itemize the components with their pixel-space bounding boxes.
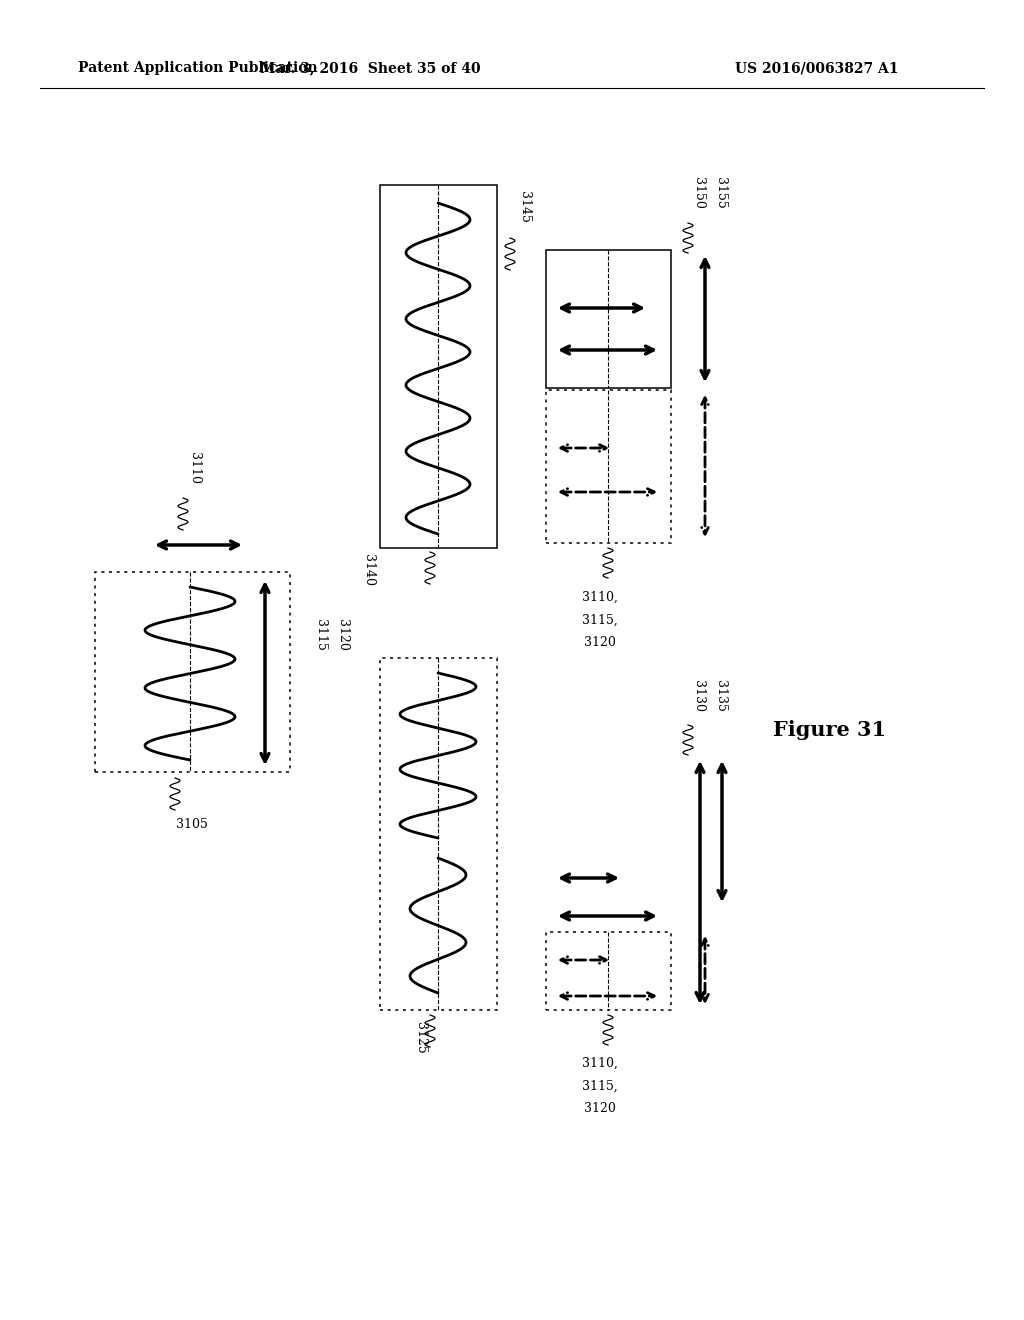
Text: 3155: 3155 [714,177,726,209]
Text: 3110,: 3110, [582,1056,617,1069]
Text: 3115: 3115 [313,619,327,651]
Bar [546,932,671,1010]
Text: 3110,: 3110, [582,590,617,603]
Text: 3140: 3140 [361,554,375,586]
Text: 3115,: 3115, [582,614,617,627]
Text: 3115,: 3115, [582,1080,617,1093]
Text: 3135: 3135 [714,680,726,711]
Bar [380,185,497,548]
Text: 3110: 3110 [188,451,202,484]
Bar [546,249,671,388]
Bar [546,389,671,543]
Text: 3120: 3120 [584,1101,616,1114]
Text: 3130: 3130 [691,680,705,711]
Bar [380,657,497,1010]
Text: 3105: 3105 [176,818,208,832]
Text: Mar. 3, 2016  Sheet 35 of 40: Mar. 3, 2016 Sheet 35 of 40 [260,61,480,75]
Text: 3125: 3125 [414,1022,427,1053]
Text: Figure 31: Figure 31 [773,719,887,741]
Text: US 2016/0063827 A1: US 2016/0063827 A1 [735,61,898,75]
Text: 3120: 3120 [584,635,616,648]
Text: 3150: 3150 [691,177,705,209]
Text: 3145: 3145 [517,191,530,223]
Text: Patent Application Publication: Patent Application Publication [78,61,317,75]
Bar [95,572,290,772]
Text: 3120: 3120 [337,619,349,651]
